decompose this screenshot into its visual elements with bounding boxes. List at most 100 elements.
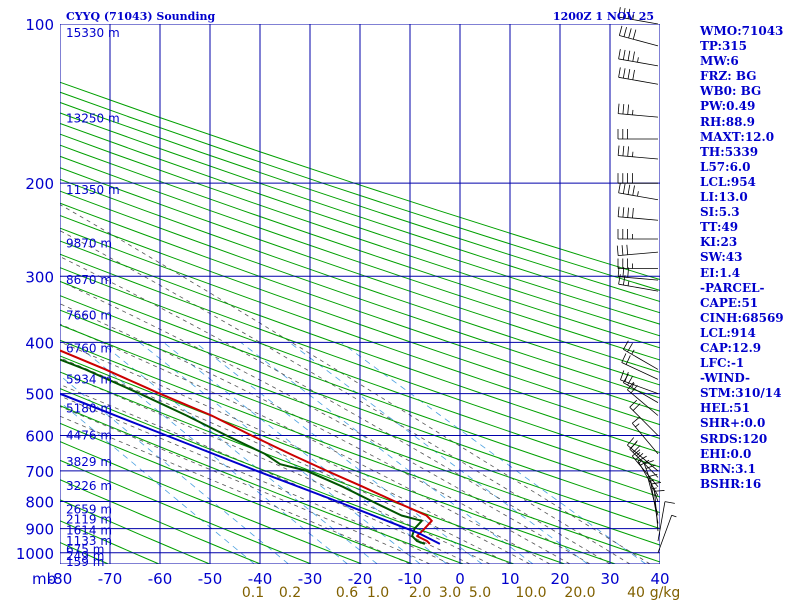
dry-adiabat-line: [60, 144, 660, 349]
dry-adiabat-line: [60, 388, 515, 564]
dry-adiabats: [60, 81, 660, 564]
index-line: BRN:3.1: [700, 461, 756, 476]
index-line: HEL:51: [700, 401, 751, 416]
dry-adiabat-line: [60, 355, 616, 564]
index-line: -PARCEL-: [700, 280, 765, 295]
dry-adiabat-line: [60, 479, 261, 564]
temperature-tick-label: -10: [398, 570, 423, 588]
dry-adiabat-line: [60, 339, 660, 563]
mixing-ratio-line: [100, 342, 378, 564]
height-label: 5934 m: [66, 372, 112, 386]
moist-adiabat-line: [60, 280, 591, 564]
index-line: RH:88.9: [700, 114, 755, 129]
wind-barb: [629, 399, 659, 436]
wind-barb: [618, 49, 659, 67]
index-line: EI:1.4: [700, 265, 741, 280]
temperature-tick-label: 40: [650, 570, 669, 588]
wind-barb: [618, 67, 659, 85]
index-line: L57:6.0: [700, 159, 751, 174]
moist-adiabat-line: [60, 204, 651, 564]
index-line: MAXT:12.0: [700, 129, 775, 144]
dry-adiabat-line: [60, 91, 660, 291]
height-label: 9870 m: [66, 236, 112, 250]
height-label: 1133 m: [66, 534, 112, 548]
wind-barb: [657, 514, 677, 553]
index-line: PW:0.49: [700, 99, 756, 114]
height-label: 4476 m: [66, 428, 112, 442]
wind-barb: [618, 182, 659, 201]
wind-barb: [617, 145, 659, 160]
mixing-ratio-line: [289, 342, 588, 564]
moist-adiabat-line: [60, 256, 611, 564]
wind-barb: [627, 381, 659, 416]
dry-adiabat-line: [60, 459, 312, 564]
index-line: SI:5.3: [700, 205, 740, 220]
temperature-tick-label: -60: [148, 570, 173, 588]
dry-adiabat-line: [60, 133, 660, 337]
index-line: FRZ: BG: [700, 69, 757, 84]
mixing-ratio-label: 20.0: [564, 585, 595, 600]
dry-adiabat-line: [60, 178, 660, 386]
moist-adiabat-line: [60, 383, 471, 564]
index-line: CINH:68569: [700, 310, 784, 325]
dewpoint-profile-line: [60, 358, 426, 545]
mixing-ratio-line: [60, 375, 289, 564]
dry-adiabat-line: [60, 202, 660, 412]
moist-adiabat-line: [60, 415, 411, 564]
mixing-ratio-line: [139, 342, 421, 564]
index-line: CAPE:51: [700, 295, 759, 310]
wind-barb: [618, 7, 659, 25]
index-line: TP:315: [700, 39, 748, 54]
index-line: SHR+:0.0: [700, 416, 766, 431]
mixing-ratio-label: 40: [627, 585, 645, 600]
index-line: CAP:12.9: [700, 340, 762, 355]
dry-adiabat-line: [60, 405, 464, 564]
dry-adiabat-line: [60, 267, 660, 483]
wind-barb: [617, 103, 659, 118]
height-label: 6760 m: [66, 342, 112, 356]
mixing-ratio-label: 2.0: [409, 585, 431, 600]
dry-adiabat-line: [60, 227, 660, 440]
dry-adiabat-line: [60, 122, 660, 325]
pressure-tick-label: 400: [25, 334, 54, 352]
moist-adiabat-line: [60, 341, 531, 564]
dry-adiabat-line: [60, 155, 660, 361]
dry-adiabat-line: [60, 112, 660, 314]
pressure-tick-label: 600: [25, 427, 54, 445]
index-line: STM:310/14: [700, 386, 782, 401]
wind-barb: [617, 173, 658, 184]
wind-barb: [617, 129, 658, 140]
mixing-ratio-label: g/kg: [650, 585, 681, 600]
height-label: 11350 m: [66, 183, 120, 197]
moist-adiabat-line: [60, 230, 631, 564]
profile-lines: [60, 349, 441, 545]
dry-adiabat-line: [60, 214, 660, 426]
dry-adiabat-line: [60, 520, 160, 564]
height-label: 675 m: [66, 543, 104, 557]
temperature-tick-label: -30: [298, 570, 323, 588]
pressure-tick-label: 300: [25, 268, 54, 286]
moist-adiabat-line: [60, 406, 431, 564]
dry-adiabat-line: [60, 309, 660, 530]
height-label: 2659 m: [66, 502, 112, 516]
index-line: -WIND-: [700, 371, 750, 386]
height-label: 5180 m: [66, 401, 112, 415]
height-label: 1614 m: [66, 523, 112, 537]
wind-barb: [623, 373, 659, 403]
temperature-profile-line: [60, 349, 433, 545]
temperature-tick-label: -40: [248, 570, 273, 588]
wind-barbs: [616, 7, 677, 553]
pressure-tick-label: 100: [25, 16, 54, 34]
index-line: MW:6: [700, 54, 739, 69]
height-label: 3226 m: [66, 479, 112, 493]
pressure-tick-label: 800: [25, 494, 54, 512]
dry-adiabat-line: [60, 280, 660, 498]
height-label: 15330 m: [66, 26, 120, 40]
dry-adiabat-line: [60, 422, 413, 564]
temperature-tick-label: -50: [198, 570, 223, 588]
wind-barb: [643, 460, 659, 502]
station-title: CYYQ (71043) Sounding: [66, 10, 216, 23]
pressure-tick-label: 900: [25, 521, 54, 539]
